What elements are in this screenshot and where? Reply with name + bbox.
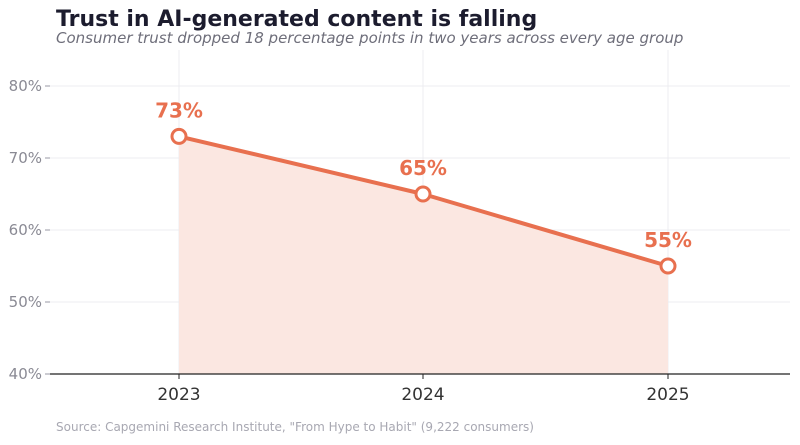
y-tick-label-2: 60%: [9, 221, 42, 239]
y-tick-label-0: 40%: [9, 365, 42, 383]
x-tick-labels: 2023 2024 2025: [157, 385, 689, 405]
area-fill: [179, 136, 668, 374]
points: [170, 127, 677, 275]
chart-title: Trust in AI-generated content is falling: [56, 7, 538, 32]
chart-subtitle: Consumer trust dropped 18 percentage poi…: [56, 29, 684, 47]
data-point-2024: [414, 185, 432, 203]
y-tick-label-3: 70%: [9, 149, 42, 167]
data-label-2024: 65%: [399, 156, 447, 180]
x-tick-label-2025: 2025: [646, 385, 689, 405]
source-note: Source: Capgemini Research Institute, "F…: [56, 420, 534, 434]
x-tick-label-2023: 2023: [157, 385, 200, 405]
x-tick-label-2024: 2024: [401, 385, 444, 405]
axes: [45, 85, 790, 379]
data-labels: 73% 65% 55%: [155, 98, 692, 252]
data-label-2025: 55%: [644, 228, 692, 252]
data-point-2025: [659, 257, 677, 275]
y-tick-labels: 40% 50% 60% 70% 80%: [9, 77, 42, 383]
y-tick-label-4: 80%: [9, 77, 42, 95]
data-label-2023: 73%: [155, 98, 203, 122]
data-point-2023: [170, 127, 188, 145]
y-tick-label-1: 50%: [9, 293, 42, 311]
